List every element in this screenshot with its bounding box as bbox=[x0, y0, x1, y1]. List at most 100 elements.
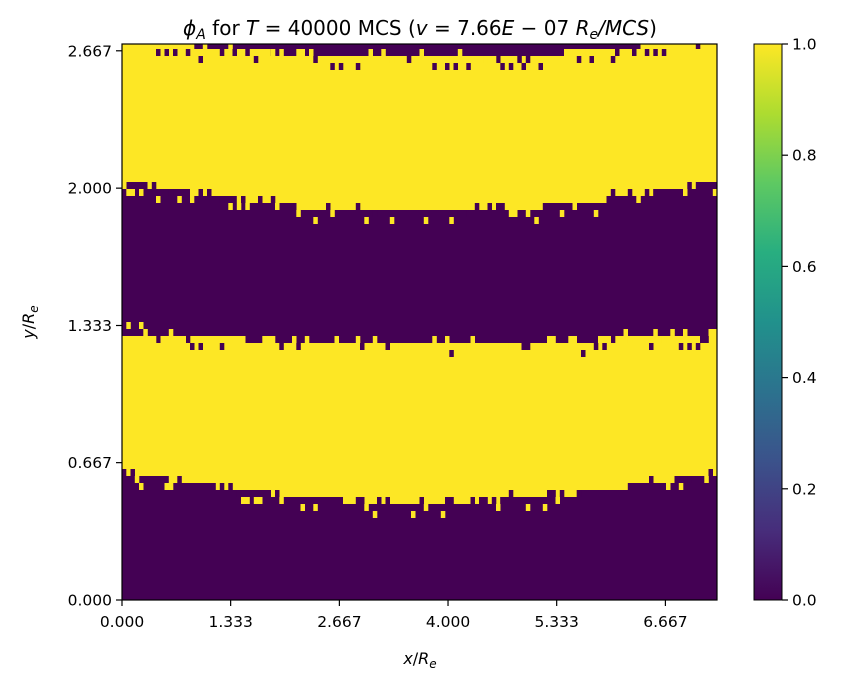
interface-cell bbox=[228, 203, 233, 210]
interface-cell bbox=[164, 483, 169, 490]
interface-cell bbox=[368, 49, 373, 56]
interface-cell bbox=[185, 336, 191, 343]
interface-cell bbox=[211, 483, 216, 490]
interface-cell bbox=[508, 490, 514, 497]
interface-cell bbox=[666, 483, 671, 490]
interface-cell bbox=[143, 329, 148, 336]
interface-cell bbox=[402, 343, 407, 350]
interface-cell bbox=[334, 336, 339, 343]
interface-cell bbox=[483, 56, 488, 63]
interface-cell bbox=[538, 63, 543, 70]
interface-cell bbox=[377, 497, 382, 504]
interface-cell bbox=[360, 343, 365, 350]
interface-cell bbox=[632, 49, 637, 56]
y-tick-label: 2.000 bbox=[68, 180, 112, 198]
interface-cell bbox=[479, 210, 484, 217]
interface-cell bbox=[661, 49, 667, 56]
colorbar-ticks: 0.0 0.2 0.4 0.6 0.8 1.0 bbox=[782, 36, 817, 610]
interface-cell bbox=[122, 182, 127, 189]
interface-cell bbox=[496, 203, 501, 210]
interface-cell bbox=[253, 497, 259, 504]
interface-cell bbox=[692, 35, 697, 42]
interface-cell bbox=[147, 476, 152, 483]
interface-cell bbox=[232, 49, 237, 56]
interface-cell bbox=[610, 189, 616, 196]
interface-cell bbox=[449, 56, 454, 63]
interface-cell bbox=[398, 343, 403, 350]
x-tick-label: 5.333 bbox=[534, 613, 578, 631]
interface-cell bbox=[292, 203, 297, 210]
interface-cell bbox=[241, 336, 246, 343]
interface-cell bbox=[317, 497, 322, 504]
interface-cell bbox=[704, 476, 709, 483]
colorbar-tick-label: 0.4 bbox=[792, 369, 817, 387]
x-tick-label: 6.667 bbox=[643, 613, 687, 631]
x-axis-ticks: 0.000 1.333 2.667 4.000 5.333 6.667 bbox=[100, 600, 688, 631]
interface-cell bbox=[411, 511, 416, 518]
interface-cell bbox=[419, 497, 424, 504]
interface-cell bbox=[717, 462, 722, 469]
interface-cell bbox=[241, 497, 246, 504]
interface-cell bbox=[487, 203, 492, 210]
interface-cell bbox=[547, 490, 552, 497]
interface-cell bbox=[581, 350, 586, 357]
colorbar-tick-label: 0.2 bbox=[792, 480, 817, 498]
interface-cell bbox=[708, 182, 713, 189]
interface-cell bbox=[198, 343, 203, 350]
interface-cell bbox=[296, 343, 301, 350]
interface-cell bbox=[670, 329, 675, 336]
interface-cell bbox=[457, 210, 463, 217]
interface-cell bbox=[483, 497, 488, 504]
interface-cell bbox=[364, 217, 369, 224]
interface-cell bbox=[440, 511, 446, 518]
phase-one-bands bbox=[122, 35, 722, 518]
interface-cell bbox=[224, 336, 229, 343]
interface-cell bbox=[700, 336, 705, 343]
interface-cell bbox=[194, 196, 199, 203]
interface-cell bbox=[355, 63, 361, 70]
interface-cell bbox=[508, 63, 514, 70]
interface-cell bbox=[470, 336, 475, 343]
interface-cell bbox=[615, 490, 620, 497]
interface-cell bbox=[687, 182, 692, 189]
interface-cell bbox=[457, 49, 463, 56]
interface-cell bbox=[670, 35, 675, 42]
interface-cell bbox=[428, 343, 433, 350]
interface-cell bbox=[683, 189, 688, 196]
interface-cell bbox=[219, 49, 225, 56]
interface-cell bbox=[466, 343, 471, 350]
interface-cell bbox=[708, 329, 713, 336]
interface-cell bbox=[173, 336, 178, 343]
interface-cell bbox=[576, 56, 582, 63]
interface-cell bbox=[496, 504, 501, 511]
y-tick-label: 0.000 bbox=[68, 592, 112, 610]
interface-cell bbox=[270, 49, 276, 56]
interface-cell bbox=[385, 497, 390, 504]
interface-cell bbox=[445, 63, 450, 70]
interface-cell bbox=[219, 196, 225, 203]
interface-cell bbox=[279, 343, 284, 350]
interface-cell bbox=[449, 497, 454, 504]
interface-cell bbox=[623, 329, 628, 336]
interface-cell bbox=[627, 336, 633, 343]
interface-cell bbox=[449, 217, 454, 224]
interface-cell bbox=[538, 497, 543, 504]
interface-cell bbox=[657, 44, 662, 49]
interface-cell bbox=[683, 329, 688, 336]
interface-cell bbox=[156, 336, 161, 343]
y-tick-label: 0.667 bbox=[68, 454, 112, 472]
interface-cell bbox=[296, 210, 301, 217]
interface-cell bbox=[695, 44, 701, 49]
interface-cell bbox=[661, 336, 667, 343]
interface-cell bbox=[525, 343, 531, 350]
interface-cell bbox=[156, 49, 161, 56]
interface-cell bbox=[534, 217, 539, 224]
interface-cell bbox=[572, 336, 577, 343]
interface-cell bbox=[219, 483, 225, 490]
interface-cell bbox=[432, 63, 437, 70]
interface-cell bbox=[704, 35, 709, 42]
interface-cell bbox=[479, 497, 484, 504]
interface-cell bbox=[445, 497, 450, 504]
interface-cell bbox=[292, 336, 297, 343]
